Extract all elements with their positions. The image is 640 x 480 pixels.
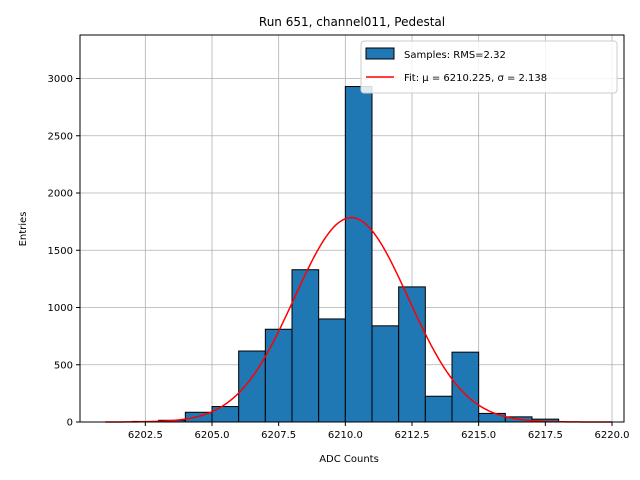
fit-curve-layer xyxy=(105,216,612,423)
x-axis-label: ADC Counts xyxy=(319,454,379,465)
y-axis-label: Entries xyxy=(18,212,29,247)
histogram-bar xyxy=(371,325,400,423)
y-tick-label: 0 xyxy=(67,418,73,429)
y-tick-label: 2000 xyxy=(48,189,73,200)
y-tick-label: 1500 xyxy=(48,246,73,257)
histogram-bar xyxy=(264,328,293,423)
y-tick-label: 3000 xyxy=(48,74,73,85)
histogram-bar xyxy=(291,269,320,423)
x-tick-label: 6210.0 xyxy=(328,430,363,441)
histogram-bar xyxy=(238,350,266,423)
legend: Samples: RMS=2.32 Fit: μ = 6210.225, σ =… xyxy=(360,40,618,94)
chart-title: Run 651, channel011, Pedestal xyxy=(259,15,445,29)
x-axis: 6202.5 6205.0 6207.5 6210.0 6212.5 6215.0 6217… xyxy=(128,422,630,441)
y-tick-label: 2500 xyxy=(48,131,73,142)
plot-frame xyxy=(79,34,625,423)
x-tick-label: 6205.0 xyxy=(195,430,230,441)
gaussian-fit-line xyxy=(105,216,612,423)
legend-label-fit: Fit: μ = 6210.225, σ = 2.138 xyxy=(404,73,547,84)
histogram-bar xyxy=(424,395,453,423)
histogram-bar xyxy=(451,351,480,423)
y-tick-label: 1000 xyxy=(48,303,73,314)
x-tick-label: 6215.0 xyxy=(461,430,496,441)
x-tick-label: 6212.5 xyxy=(395,430,430,441)
histogram-bar xyxy=(211,406,240,423)
histogram-bar xyxy=(478,412,506,423)
x-tick-label: 6202.5 xyxy=(128,430,163,441)
histogram-bar xyxy=(318,318,346,423)
legend-swatch-samples xyxy=(365,47,395,60)
x-tick-label: 6217.5 xyxy=(528,430,563,441)
x-tick-label: 6207.5 xyxy=(261,430,296,441)
legend-label-samples: Samples: RMS=2.32 xyxy=(404,50,506,61)
y-tick-label: 500 xyxy=(54,360,73,371)
x-tick-label: 6220.0 xyxy=(595,430,630,441)
y-axis: 0 500 1000 1500 2000 2500 3000 xyxy=(48,74,80,429)
legend-box xyxy=(360,40,618,94)
histogram-bar xyxy=(344,86,373,423)
